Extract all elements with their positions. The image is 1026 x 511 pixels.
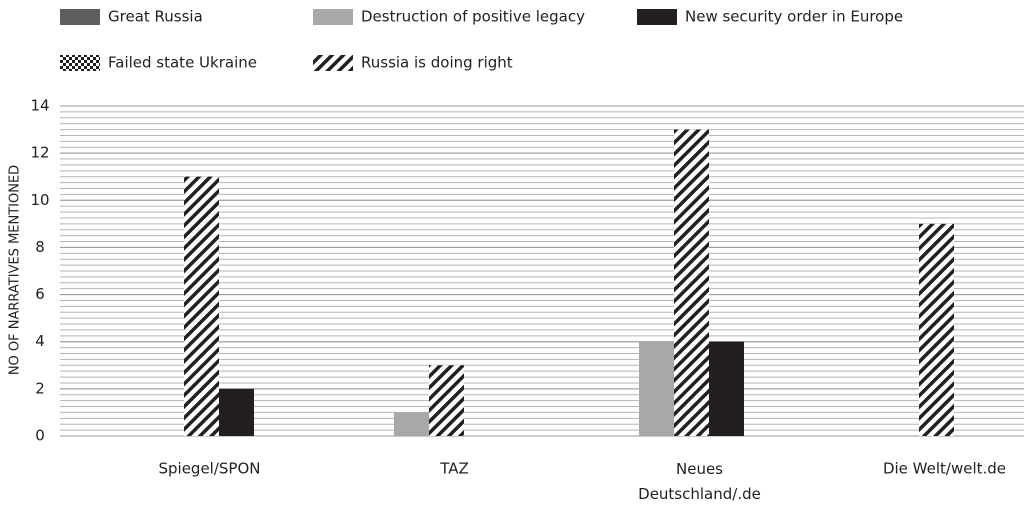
legend-swatch	[637, 9, 677, 25]
y-tick-label: 10	[30, 191, 49, 209]
bar	[429, 365, 464, 436]
legend-swatch	[60, 55, 100, 71]
y-tick-label: 2	[35, 379, 45, 397]
x-tick-label: Neues Deutschland/.de	[638, 460, 761, 503]
bar	[394, 412, 429, 436]
legend-label: New security order in Europe	[685, 8, 903, 26]
bar	[709, 341, 744, 436]
y-tick-label: 4	[35, 332, 45, 350]
legend-label: Great Russia	[108, 8, 203, 26]
y-tick-label: 6	[35, 285, 45, 303]
x-tick-label: TAZ	[439, 460, 469, 478]
bar	[919, 223, 954, 436]
y-tick-label: 14	[30, 97, 49, 115]
x-tick-label: Spiegel/SPON	[158, 460, 260, 478]
bar	[674, 129, 709, 437]
y-tick-label: 12	[30, 144, 49, 162]
bar	[219, 388, 254, 436]
x-tick-label: Die Welt/welt.de	[883, 460, 1006, 478]
legend-label: Russia is doing right	[361, 54, 513, 72]
legend-swatch	[313, 9, 353, 25]
legend-swatch	[60, 9, 100, 25]
legend-label: Destruction of positive legacy	[361, 8, 585, 26]
bar	[639, 341, 674, 436]
legend-swatch	[313, 55, 353, 71]
y-tick-label: 8	[35, 238, 45, 256]
y-tick-label: 0	[35, 427, 45, 445]
legend-label: Failed state Ukraine	[108, 54, 257, 72]
y-axis-label: NO OF NARRATIVES MENTIONED	[8, 165, 23, 375]
bar	[184, 176, 219, 436]
